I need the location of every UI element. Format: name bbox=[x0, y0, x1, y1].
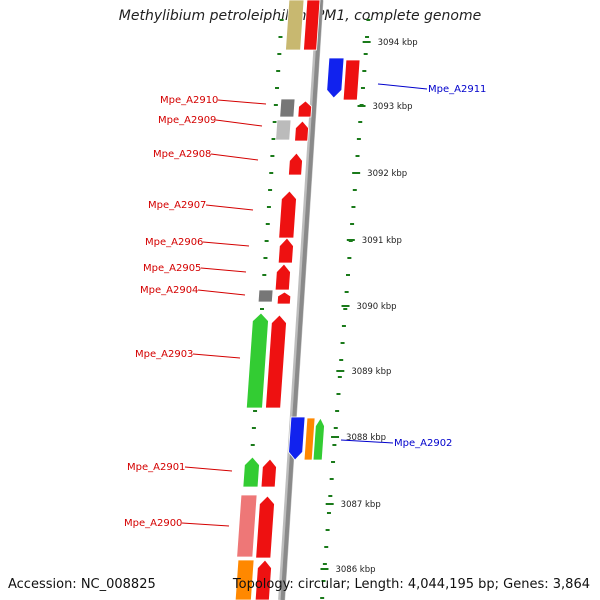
gene-arrow bbox=[288, 416, 306, 461]
gene-block bbox=[236, 494, 258, 558]
gene-leader-line bbox=[184, 466, 233, 472]
gene-arrow bbox=[288, 152, 303, 176]
gene-label[interactable]: Mpe_A2910 bbox=[160, 95, 218, 106]
gene-arrow bbox=[265, 314, 287, 409]
scale-label: 3087 kbp bbox=[341, 500, 381, 510]
gene-arrow bbox=[278, 190, 297, 239]
gene-arrow bbox=[242, 456, 260, 488]
gene-label[interactable]: Mpe_A2906 bbox=[145, 237, 203, 248]
scale-label: 3089 kbp bbox=[351, 367, 391, 377]
gene-leader-line bbox=[210, 153, 259, 161]
gene-label[interactable]: Mpe_A2905 bbox=[143, 263, 201, 274]
gene-arrow bbox=[277, 237, 294, 264]
gene-leader-line bbox=[205, 204, 254, 211]
gene-label[interactable]: Mpe_A2903 bbox=[135, 349, 193, 360]
gene-label[interactable]: Mpe_A2900 bbox=[124, 518, 182, 529]
gene-arrow bbox=[260, 458, 277, 488]
gene-label[interactable]: Mpe_A2911 bbox=[428, 84, 486, 95]
gene-arrow bbox=[294, 120, 309, 142]
gene-arrow bbox=[326, 57, 345, 99]
gene-leader-line bbox=[202, 241, 250, 247]
gene-block bbox=[234, 559, 255, 600]
gene-block bbox=[342, 59, 361, 101]
gene-leader-line bbox=[181, 522, 230, 527]
scale-label: 3094 kbp bbox=[378, 38, 418, 48]
gene-block bbox=[303, 0, 321, 51]
topology-label: Topology: circular; Length: 4,044,195 bp… bbox=[232, 577, 590, 592]
scale-label: 3090 kbp bbox=[357, 302, 397, 312]
gene-leader-line bbox=[377, 83, 428, 90]
gene-leader-line bbox=[215, 119, 263, 127]
gene-arrow bbox=[297, 100, 313, 118]
gene-label[interactable]: Mpe_A2901 bbox=[127, 462, 185, 473]
scale-label: 3091 kbp bbox=[362, 236, 402, 246]
scale-label: 3088 kbp bbox=[346, 433, 386, 443]
gene-arrow bbox=[274, 263, 291, 291]
gene-arrow bbox=[255, 495, 275, 559]
gene-label[interactable]: Mpe_A2904 bbox=[140, 285, 198, 296]
gene-label[interactable]: Mpe_A2908 bbox=[153, 149, 211, 160]
gene-block bbox=[285, 0, 305, 51]
gene-label[interactable]: Mpe_A2907 bbox=[148, 200, 206, 211]
gene-block bbox=[257, 289, 274, 303]
gene-arrow bbox=[276, 291, 292, 305]
gene-leader-line bbox=[197, 289, 246, 296]
gene-block bbox=[275, 119, 292, 141]
scale-label: 3092 kbp bbox=[367, 169, 407, 179]
gene-label[interactable]: Mpe_A2902 bbox=[394, 438, 452, 449]
gene-arrow bbox=[245, 312, 269, 409]
gene-leader-line bbox=[192, 353, 241, 359]
accession-label: Accession: NC_008825 bbox=[8, 577, 156, 592]
gene-block bbox=[303, 417, 316, 461]
backbone-line bbox=[280, 0, 323, 600]
gene-arrow bbox=[254, 559, 272, 600]
scale-label: 3093 kbp bbox=[373, 102, 413, 112]
gene-label[interactable]: Mpe_A2909 bbox=[158, 115, 216, 126]
gene-arrow bbox=[312, 417, 325, 461]
gene-leader-line bbox=[200, 267, 247, 273]
gene-leader-line bbox=[217, 99, 267, 105]
gene-block bbox=[279, 98, 296, 118]
scale-label: 3086 kbp bbox=[335, 565, 375, 575]
gene-leader-line bbox=[340, 439, 394, 444]
